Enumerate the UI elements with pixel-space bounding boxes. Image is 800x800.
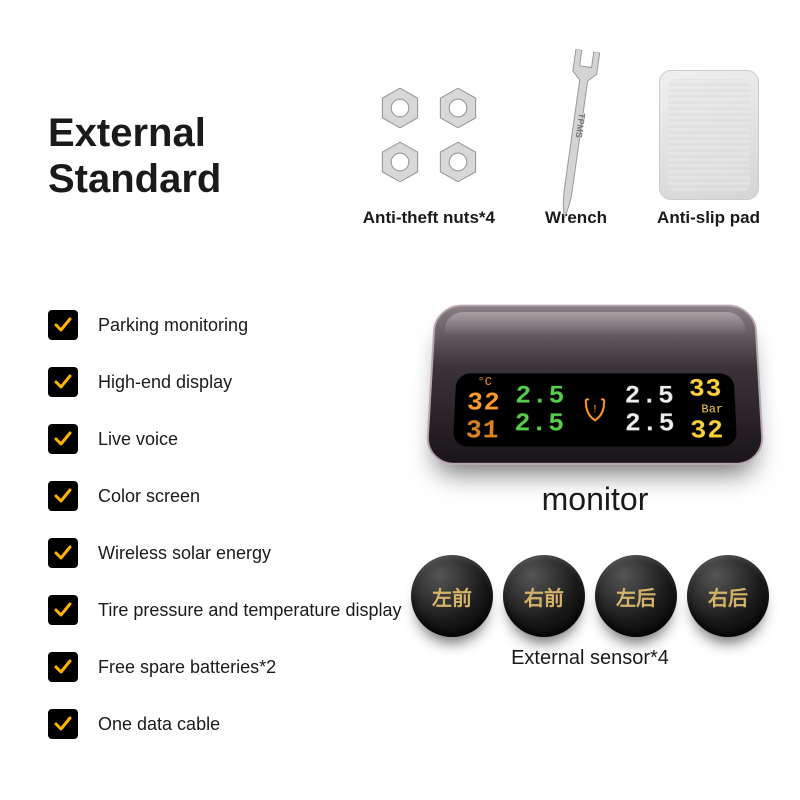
press-3: 2.5 [625, 410, 676, 436]
feature-label: One data cable [98, 714, 220, 735]
feature-label: Live voice [98, 429, 178, 450]
feature-item: High-end display [48, 367, 401, 397]
check-icon [48, 652, 78, 682]
nut-icon [436, 86, 480, 130]
accessory-pad: Anti-slip pad [657, 70, 760, 228]
feature-item: Free spare batteries*2 [48, 652, 401, 682]
check-icon [48, 538, 78, 568]
feature-label: Parking monitoring [98, 315, 248, 336]
sensor-cap: 右后 [687, 555, 769, 637]
feature-label: Color screen [98, 486, 200, 507]
check-icon [48, 310, 78, 340]
feature-label: High-end display [98, 372, 232, 393]
monitor-screen: °C 32 31 2.5 2.5 ! 2.5 2.5 33 Bar 32 [453, 373, 737, 446]
tpms-icon: ! [580, 395, 610, 425]
check-icon [48, 424, 78, 454]
check-icon [48, 709, 78, 739]
feature-item: Wireless solar energy [48, 538, 401, 568]
feature-item: Live voice [48, 424, 401, 454]
right-bot: 32 [690, 417, 725, 443]
nut-icon [436, 140, 480, 184]
check-icon [48, 481, 78, 511]
feature-item: Color screen [48, 481, 401, 511]
title-line1: External [48, 111, 206, 155]
accessories-row: Anti-theft nuts*4 TPMS Wrench Anti-slip … [363, 70, 760, 228]
temp-bot: 31 [465, 417, 500, 443]
sensor-cap: 左后 [595, 555, 677, 637]
svg-text:!: ! [592, 404, 599, 416]
monitor-device: °C 32 31 2.5 2.5 ! 2.5 2.5 33 Bar 32 [425, 305, 765, 465]
sensor-row: 左前右前左后右后 [410, 555, 770, 637]
accessory-nuts: Anti-theft nuts*4 [363, 70, 495, 228]
nut-icon [378, 86, 422, 130]
sensor-cap: 右前 [503, 555, 585, 637]
nut-grid [378, 86, 480, 184]
press-0: 2.5 [515, 383, 566, 408]
nuts-label: Anti-theft nuts*4 [363, 208, 495, 228]
press-1: 2.5 [514, 410, 565, 436]
accessory-wrench: TPMS Wrench [545, 70, 607, 228]
feature-label: Wireless solar energy [98, 543, 271, 564]
sensor-cap: 左前 [411, 555, 493, 637]
feature-label: Free spare batteries*2 [98, 657, 276, 678]
feature-item: One data cable [48, 709, 401, 739]
right-unit: Bar [701, 404, 723, 416]
nut-icon [378, 140, 422, 184]
feature-item: Parking monitoring [48, 310, 401, 340]
check-icon [48, 367, 78, 397]
right-top: 33 [689, 376, 723, 401]
pad-label: Anti-slip pad [657, 208, 760, 228]
page-title: External Standard [48, 110, 221, 202]
temp-unit: °C [468, 376, 502, 388]
features-list: Parking monitoring High-end display Live v… [48, 310, 401, 766]
sensors-label: External sensor*4 [410, 647, 770, 670]
check-icon [48, 595, 78, 625]
press-2: 2.5 [624, 383, 675, 408]
wrench-icon: TPMS [544, 48, 607, 222]
pad-icon [659, 70, 759, 200]
sensors-area: 左前右前左后右后 External sensor*4 [410, 555, 770, 670]
monitor-label: monitor [420, 481, 770, 518]
monitor-area: °C 32 31 2.5 2.5 ! 2.5 2.5 33 Bar 32 mon… [420, 300, 770, 518]
feature-label: Tire pressure and temperature display [98, 600, 401, 621]
feature-item: Tire pressure and temperature display [48, 595, 401, 625]
temp-top: 32 [467, 390, 501, 416]
title-line2: Standard [48, 157, 221, 201]
